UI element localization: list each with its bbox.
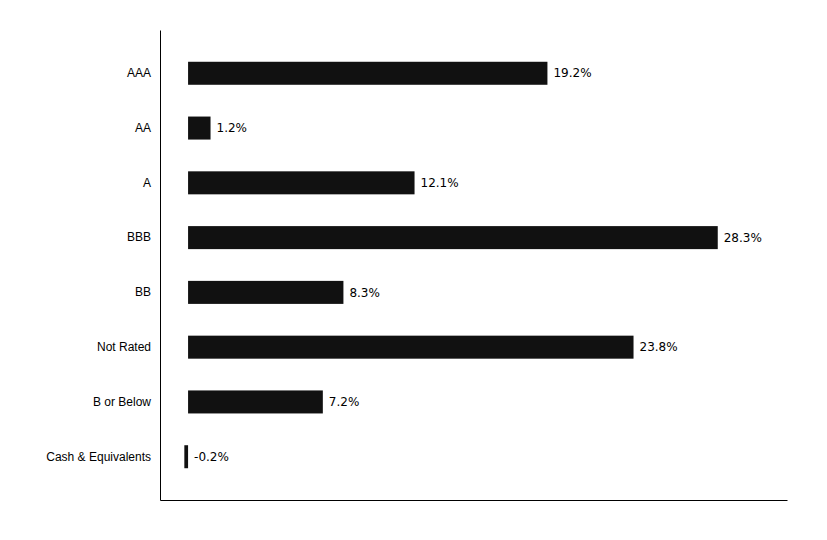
data-label: 7.2%: [329, 395, 360, 409]
data-label: 19.2%: [553, 66, 591, 80]
y-tick-label: B or Below: [93, 395, 151, 409]
y-tick: BBB: [127, 230, 160, 244]
y-tick-label: A: [143, 176, 151, 190]
y-tick: B or Below: [93, 395, 160, 409]
y-tick: BB: [135, 285, 160, 299]
x-axis-line: [161, 500, 788, 501]
bar: [188, 117, 210, 140]
y-tick-label: BB: [135, 285, 151, 299]
data-label: 12.1%: [421, 176, 459, 190]
bars: [184, 62, 717, 468]
bar: [188, 62, 547, 85]
data-label: -0.2%: [194, 450, 229, 464]
y-tick: A: [143, 176, 160, 190]
data-label: 8.3%: [349, 286, 380, 300]
plot: AAAAAABBBBBNot RatedB or BelowCash & Equ…: [46, 31, 787, 501]
x-axis: [161, 500, 788, 501]
y-tick-label: BBB: [127, 230, 151, 244]
bar: [188, 226, 718, 249]
data-label: 1.2%: [217, 121, 248, 135]
bar: [188, 336, 633, 359]
y-tick-label: Not Rated: [97, 340, 151, 354]
y-tick: AAA: [127, 66, 160, 80]
bar: [184, 445, 188, 468]
bar: [188, 171, 414, 194]
data-label: 28.3%: [724, 231, 762, 245]
y-tick-label: Cash & Equivalents: [46, 450, 151, 464]
y-tick: Not Rated: [97, 340, 160, 354]
y-axis: AAAAAABBBBBNot RatedB or BelowCash & Equ…: [46, 31, 160, 501]
y-tick-label: AAA: [127, 66, 151, 80]
bar: [188, 390, 323, 413]
data-labels: 19.2% 1.2% 12.1% 28.3% 8.3% 23.8% 7.2% -0.2%: [194, 66, 762, 463]
y-axis-line: [160, 31, 161, 501]
bar: [188, 281, 343, 304]
y-tick-label: AA: [135, 121, 151, 135]
y-tick: AA: [135, 121, 160, 135]
chart: AAAAAABBBBBNot RatedB or BelowCash & Equ…: [0, 0, 827, 540]
data-label: 23.8%: [640, 340, 678, 354]
y-tick: Cash & Equivalents: [46, 450, 160, 464]
